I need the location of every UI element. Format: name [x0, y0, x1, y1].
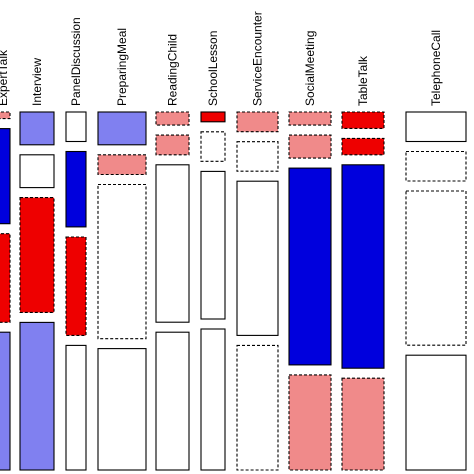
tile-table-talk-3 — [341, 164, 385, 369]
column-label-table-talk: TableTalk — [356, 55, 370, 106]
tile-social-meeting-4 — [288, 374, 332, 471]
tile-panel-discussion-3 — [65, 236, 87, 336]
tile-interview-4 — [19, 321, 55, 471]
tile-interview-3 — [19, 197, 55, 313]
tile-service-encounter-4 — [236, 344, 279, 471]
tile-table-talk-4 — [341, 377, 385, 471]
tile-school-lesson-4 — [200, 328, 226, 471]
tile-expert-talk-3 — [0, 233, 11, 323]
tile-panel-discussion-4 — [65, 344, 87, 471]
tile-table-talk-1 — [341, 111, 385, 129]
tile-school-lesson-3 — [200, 170, 226, 320]
tile-reading-child-2 — [155, 134, 190, 156]
tile-service-encounter-1 — [236, 111, 279, 133]
column-label-social-meeting: SocialMeeting — [303, 31, 317, 106]
column-label-reading-child: ReadingChild — [166, 34, 180, 106]
tile-school-lesson-1 — [200, 111, 226, 123]
tile-expert-talk-4 — [0, 331, 11, 471]
tile-telephone-call-2 — [405, 150, 467, 182]
tile-service-encounter-2 — [236, 141, 279, 172]
column-labels: ExpertTalk Interview PanelDiscussion Prepar… — [0, 11, 443, 106]
column-label-interview: Interview — [30, 58, 44, 106]
tile-reading-child-3 — [155, 164, 190, 323]
tile-expert-talk-1 — [0, 111, 11, 120]
tile-reading-child-1 — [155, 111, 190, 126]
column-label-service-encounter: ServiceEncounter — [251, 11, 265, 106]
tile-interview-1 — [19, 111, 55, 146]
tile-panel-discussion-2 — [65, 150, 87, 228]
tile-interview-2 — [19, 154, 55, 189]
tile-preparing-meal-1 — [97, 111, 147, 146]
tile-telephone-call-4 — [405, 354, 467, 471]
tile-reading-child-4 — [155, 331, 190, 471]
column-label-panel-discussion: PanelDiscussion — [69, 17, 83, 106]
column-label-expert-talk: ExpertTalk — [0, 49, 10, 106]
tile-social-meeting-3 — [288, 167, 332, 366]
tile-preparing-meal-3 — [97, 183, 147, 340]
column-label-telephone-call: TelephoneCall — [429, 30, 443, 106]
tile-social-meeting-1 — [288, 111, 332, 126]
tile-school-lesson-2 — [200, 131, 226, 162]
tile-social-meeting-2 — [288, 134, 332, 159]
tile-panel-discussion-1 — [65, 111, 87, 143]
tile-expert-talk-2 — [0, 128, 11, 225]
column-label-school-lesson: SchoolLesson — [206, 31, 220, 106]
tile-service-encounter-3 — [236, 180, 279, 336]
column-label-preparing-meal: PreparingMeal — [115, 28, 129, 106]
tile-preparing-meal-2 — [97, 154, 147, 176]
tile-telephone-call-3 — [405, 190, 467, 346]
tile-telephone-call-1 — [405, 111, 467, 143]
mosaic-tiles — [0, 111, 467, 471]
tile-preparing-meal-4 — [97, 348, 147, 471]
tile-table-talk-2 — [341, 137, 385, 156]
